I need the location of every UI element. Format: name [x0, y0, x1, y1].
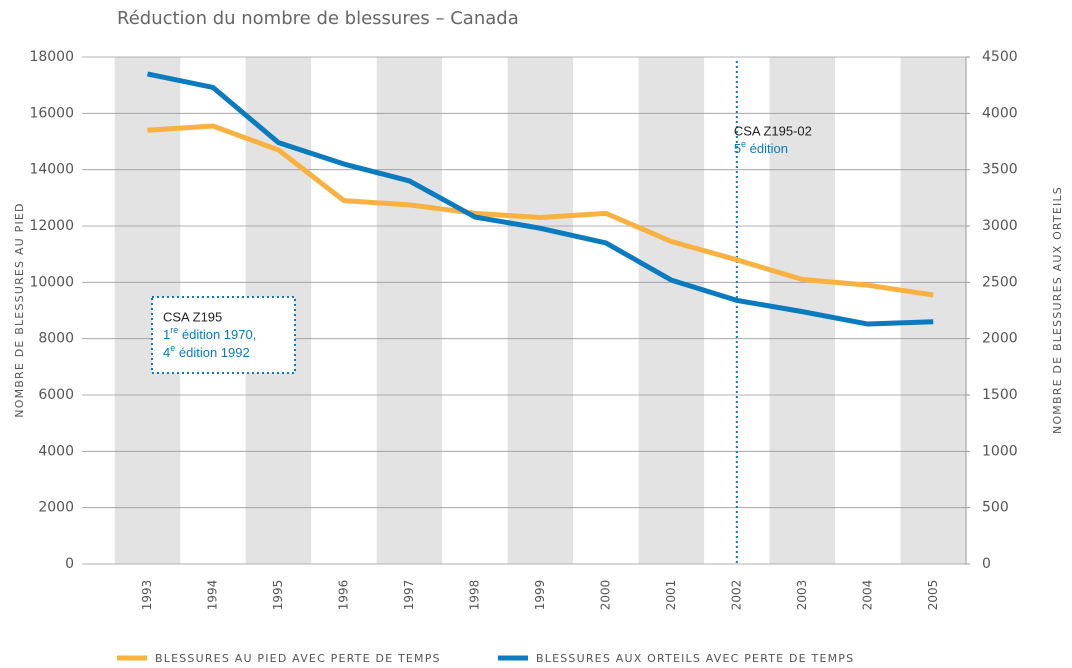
- legend-label: BLESSURES AU PIED AVEC PERTE DE TEMPS: [155, 652, 441, 665]
- annotation-part: 5: [734, 141, 741, 156]
- x-tick-label: 1998: [467, 580, 481, 611]
- y-tick-label: 2000: [38, 500, 74, 516]
- x-tick-label: 1996: [336, 580, 350, 611]
- x-tick-label: 2005: [926, 580, 940, 611]
- band: [638, 57, 705, 564]
- y2-tick-label: 2500: [982, 274, 1018, 290]
- x-tick-label: 1995: [271, 580, 285, 611]
- annotation-part: 4: [163, 345, 170, 360]
- y-tick-label: 10000: [29, 274, 74, 290]
- legend-label: BLESSURES AUX ORTEILS AVEC PERTE DE TEMP…: [536, 652, 854, 665]
- annotation-part: re: [170, 325, 178, 335]
- chart-title: Réduction du nombre de blessures – Canad…: [117, 8, 519, 29]
- x-tick-label: 2003: [795, 580, 809, 611]
- x-tick-label: 2004: [860, 580, 874, 611]
- x-tick-label: 2001: [664, 580, 678, 611]
- y2-tick-label: 500: [982, 500, 1009, 516]
- x-tick-label: 1997: [402, 580, 416, 611]
- series-line: [147, 123, 934, 298]
- y2-tick-label: 3000: [982, 218, 1018, 234]
- y-axis-label: NOMBRE DE BLESSURES AU PIED: [13, 202, 26, 417]
- annotation-part: édition 1970,: [178, 327, 256, 342]
- y2-tick-label: 2000: [982, 331, 1018, 347]
- annotation-part: édition 1992: [175, 345, 249, 360]
- y2-tick-label: 4500: [982, 49, 1018, 65]
- x-tick-label: 1994: [205, 580, 219, 611]
- annotation-text: 4e édition 1992: [163, 343, 250, 360]
- annotation-part: e: [170, 343, 175, 353]
- band: [507, 57, 574, 564]
- y-tick-label: 18000: [29, 49, 74, 65]
- annotation-text: 5e édition: [734, 139, 788, 156]
- annotation-title: CSA Z195: [163, 309, 222, 324]
- y2-tick-label: 3500: [982, 162, 1018, 178]
- y2-tick-label: 4000: [982, 105, 1018, 121]
- y-tick-label: 0: [65, 556, 74, 572]
- y-tick-label: 14000: [29, 162, 74, 178]
- x-tick-label: 1993: [140, 580, 154, 611]
- annotation-part: édition: [746, 141, 788, 156]
- y2-tick-label: 0: [982, 556, 991, 572]
- y2-tick-label: 1500: [982, 387, 1018, 403]
- annotation-part: 1: [163, 327, 170, 342]
- y-tick-label: 6000: [38, 387, 74, 403]
- band: [900, 57, 966, 564]
- y2-axis-label: NOMBRE DE BLESSURES AUX ORTEILS: [1051, 186, 1064, 434]
- band: [376, 57, 443, 564]
- y-tick-label: 4000: [38, 443, 74, 459]
- x-tick-label: 2000: [598, 580, 612, 611]
- y-tick-label: 8000: [38, 331, 74, 347]
- y2-tick-label: 1000: [982, 443, 1018, 459]
- annotation-text: 1re édition 1970,: [163, 325, 256, 342]
- annotation-box: [151, 296, 296, 374]
- y-tick-label: 16000: [29, 105, 74, 121]
- x-tick-label: 1999: [533, 580, 547, 611]
- x-tick-label: 2002: [729, 580, 743, 611]
- annotation-title: CSA Z195-02: [734, 123, 812, 138]
- y-tick-label: 12000: [29, 218, 74, 234]
- annotation-part: e: [741, 139, 746, 149]
- series-line: [146, 71, 934, 327]
